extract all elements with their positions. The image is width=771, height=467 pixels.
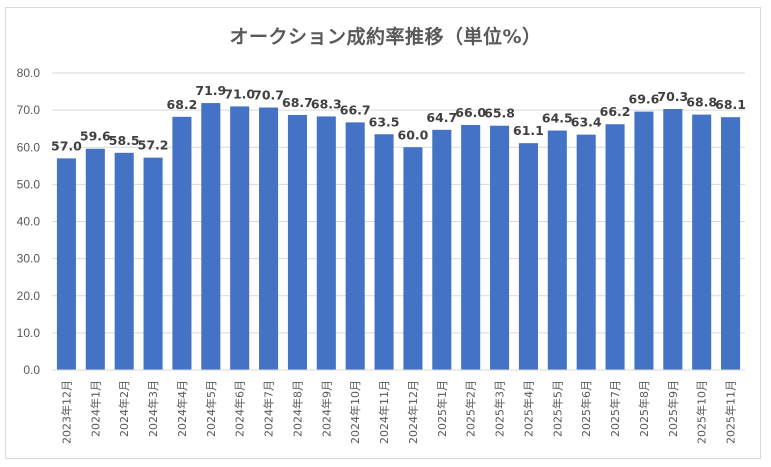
bars: [56, 103, 741, 371]
x-tick-label: 2025年1月: [435, 380, 449, 437]
gridlines: [52, 72, 745, 371]
bar: [634, 111, 654, 371]
x-tick-label: 2023年12月: [59, 380, 73, 444]
bar: [287, 114, 307, 370]
x-tick-label: 2024年10月: [348, 380, 362, 444]
x-tick-label: 2025年5月: [550, 380, 564, 437]
x-tick-label: 2024年8月: [290, 380, 304, 437]
x-tick-label: 2025年10月: [695, 380, 709, 444]
bar: [403, 147, 423, 370]
y-tick-label: 40.0: [17, 215, 41, 229]
y-tick-label: 70.0: [17, 103, 41, 117]
bar: [576, 134, 596, 370]
bar: [172, 116, 192, 371]
y-tick-label: 20.0: [17, 289, 41, 303]
data-labels: 57.059.658.557.2 68.271.971.070.768.768.3…: [51, 83, 746, 153]
data-label: 68.3: [311, 96, 342, 111]
bar: [663, 109, 683, 370]
bar: [547, 130, 567, 370]
x-tick-label: 2025年11月: [724, 380, 738, 444]
bar: [461, 124, 481, 370]
data-label: 71.9: [195, 83, 226, 98]
bar: [374, 134, 394, 370]
data-label: 70.3: [657, 89, 688, 104]
data-label: 65.8: [484, 106, 515, 121]
bar: [432, 129, 452, 370]
bar: [85, 148, 105, 370]
data-label: 60.0: [398, 127, 429, 142]
y-tick-label: 50.0: [17, 177, 41, 191]
x-tick-label: 2025年3月: [493, 380, 507, 437]
bar: [259, 107, 279, 371]
bar: [692, 114, 712, 370]
x-tick-label: 2025年6月: [579, 380, 593, 437]
data-label: 70.7: [253, 88, 284, 103]
x-axis: 2023年12月 2024年1月 2024年2月 2024年3月 2024年4月 2024…: [52, 369, 745, 444]
bar: [605, 124, 625, 370]
x-tick-label: 2024年9月: [319, 380, 333, 437]
x-tick-label: 2025年9月: [666, 380, 680, 437]
bar: [143, 157, 163, 370]
bar: [490, 125, 510, 370]
data-label: 66.7: [340, 102, 371, 117]
data-label: 57.2: [138, 138, 169, 153]
x-tick-label: 2024年5月: [204, 380, 218, 437]
y-axis: 0.0 10.0 20.0 30.0 40.0 50.0 60.0 70.0 80.0: [17, 66, 41, 377]
x-tick-label: 2025年7月: [608, 380, 622, 437]
data-label: 66.2: [600, 104, 631, 119]
data-label: 64.5: [542, 111, 573, 126]
x-tick-label: 2024年11月: [377, 380, 391, 444]
x-tick-label: 2024年12月: [406, 380, 420, 444]
y-tick-label: 10.0: [17, 326, 41, 340]
x-tick-label: 2024年4月: [175, 380, 189, 437]
x-tick-label: 2025年4月: [521, 380, 535, 437]
data-label: 68.2: [167, 97, 198, 112]
x-tick-label: 2025年8月: [637, 380, 651, 437]
x-tick-label: 2024年7月: [262, 380, 276, 437]
bar: [316, 116, 336, 370]
y-tick-label: 60.0: [17, 140, 41, 154]
y-tick-label: 30.0: [17, 252, 41, 266]
x-tick-label: 2024年1月: [88, 380, 102, 437]
data-label: 64.7: [426, 110, 457, 125]
data-label: 63.5: [369, 114, 400, 129]
bar: [56, 158, 76, 370]
x-tick-label: 2024年3月: [146, 380, 160, 437]
data-label: 68.1: [715, 97, 746, 112]
data-label: 58.5: [109, 133, 140, 148]
bar: [114, 152, 134, 370]
data-label: 69.6: [629, 92, 660, 107]
data-label: 66.0: [455, 105, 486, 120]
data-label: 59.6: [80, 129, 111, 144]
y-tick-label: 80.0: [17, 66, 41, 80]
data-label: 68.7: [282, 95, 313, 110]
bar: [345, 122, 365, 370]
y-tick-label: 0.0: [23, 363, 40, 377]
chart-title: オークション成約率推移（単位%）: [229, 26, 542, 48]
data-label: 61.1: [513, 123, 544, 138]
data-label: 63.4: [571, 115, 602, 130]
data-label: 57.0: [51, 138, 82, 153]
data-label: 68.8: [686, 95, 717, 110]
x-tick-label: 2025年2月: [464, 380, 478, 437]
bar: [201, 103, 221, 370]
x-tick-label: 2024年2月: [117, 380, 131, 437]
x-tick-label: 2024年6月: [233, 380, 247, 437]
bar: [230, 106, 250, 370]
bar: [518, 143, 538, 370]
data-label: 71.0: [224, 86, 255, 101]
bar: [721, 117, 741, 371]
